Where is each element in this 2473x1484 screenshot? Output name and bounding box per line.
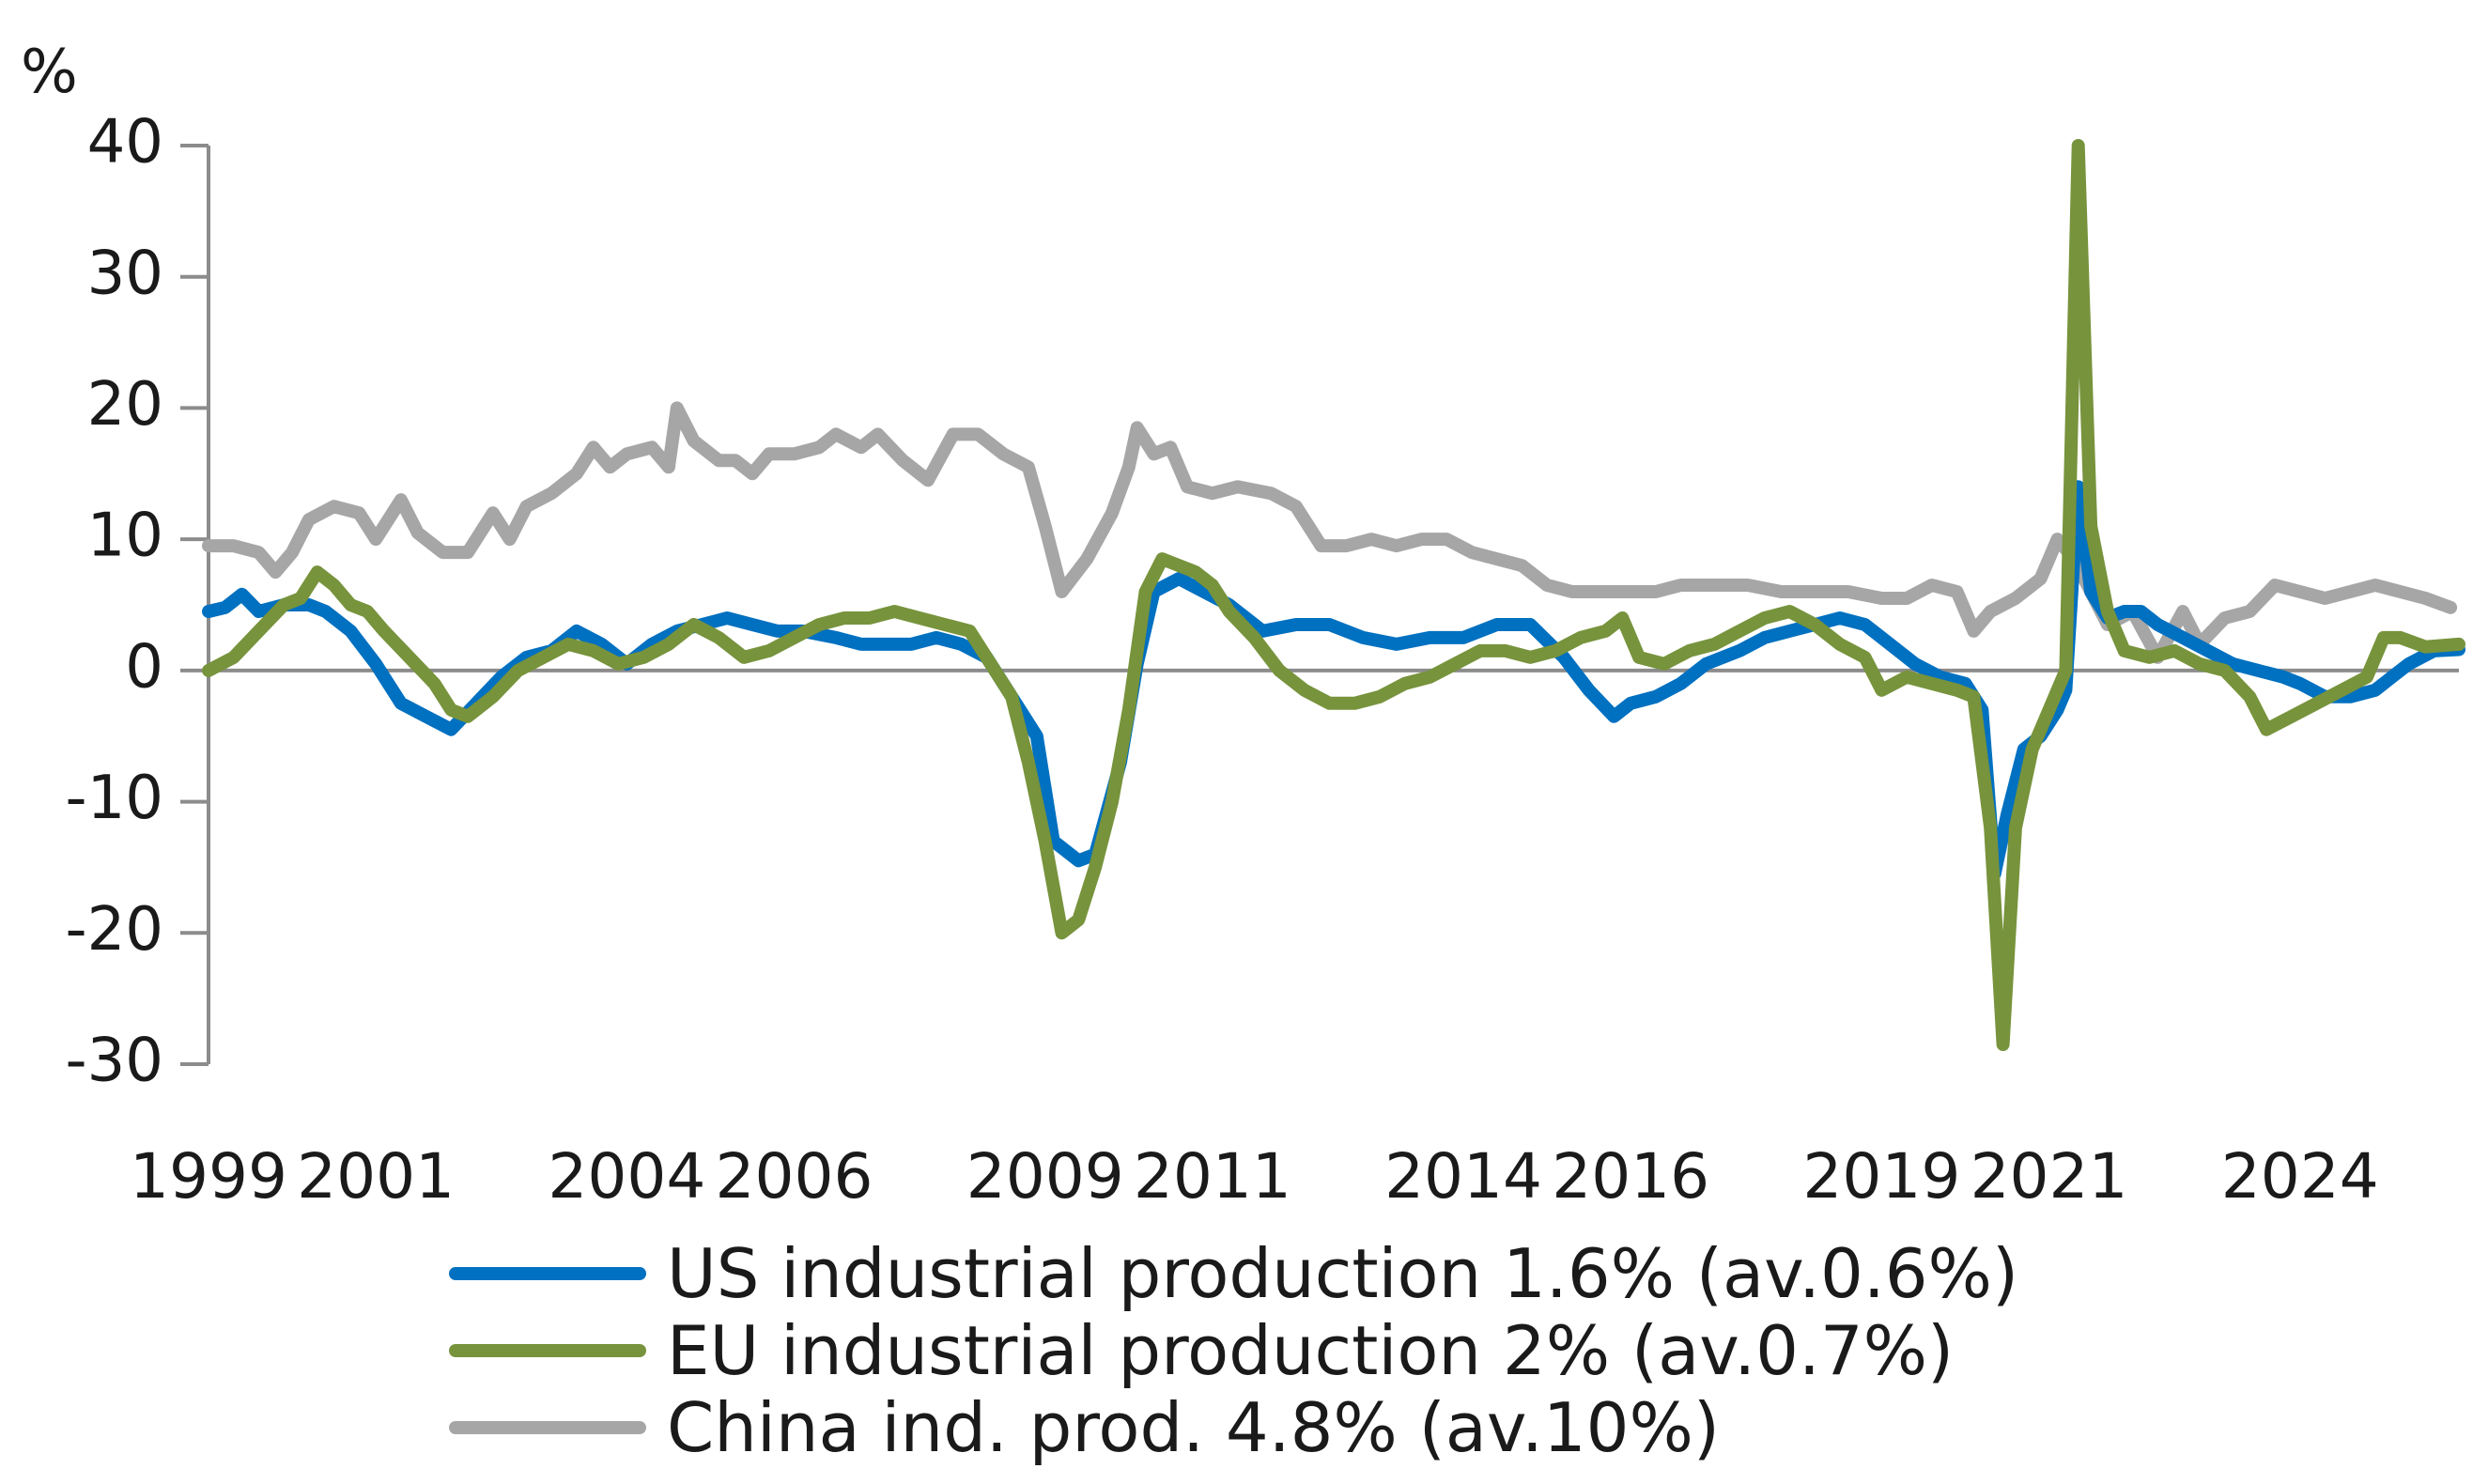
y-tick-label: 40 [87, 108, 163, 178]
x-tick-label: 2016 [1552, 1140, 1709, 1213]
x-tick-label: 2001 [297, 1140, 455, 1213]
y-tick-label: 30 [87, 239, 163, 308]
y-tick-label: 0 [125, 632, 163, 702]
y-axis-unit-label: % [21, 38, 78, 107]
x-tick-label: 2014 [1384, 1140, 1542, 1213]
legend-item-eu: EU industrial production 2% (av.0.7%) [449, 1312, 2018, 1389]
y-tick-label: 20 [87, 370, 163, 440]
x-axis: 1999 2001 2004 2006 2009 2011 2014 2016 2019 2021… [130, 668, 2459, 1213]
legend: US industrial production 1.6% (av.0.6%) … [449, 1235, 2018, 1466]
y-tick-label: -10 [65, 764, 163, 833]
legend-swatch-eu [449, 1344, 646, 1357]
legend-item-china: China ind. prod. 4.8% (av.10%) [449, 1389, 2018, 1466]
x-tick-label: 2006 [716, 1140, 873, 1213]
x-tick-label: 2009 [966, 1140, 1124, 1213]
x-tick-label: 2011 [1134, 1140, 1291, 1213]
x-tick-label: 2021 [1971, 1140, 2128, 1213]
legend-item-us: US industrial production 1.6% (av.0.6%) [449, 1235, 2018, 1312]
legend-swatch-us [449, 1267, 646, 1280]
x-tick-label: 2024 [2221, 1140, 2379, 1213]
legend-label-us: US industrial production 1.6% (av.0.6%) [667, 1234, 2019, 1313]
legend-label-eu: EU industrial production 2% (av.0.7%) [667, 1311, 1955, 1390]
y-axis: 40 30 20 10 0 -10 -20 -30 [65, 108, 210, 1096]
y-tick-label: 10 [87, 502, 163, 571]
plot-area [202, 139, 2465, 1051]
x-tick-label: 2004 [548, 1140, 705, 1213]
legend-swatch-china [449, 1421, 646, 1434]
y-tick-label: -30 [65, 1027, 163, 1096]
x-tick-label: 1999 [130, 1140, 287, 1213]
y-tick-label: -20 [65, 895, 163, 965]
x-tick-label: 2019 [1802, 1140, 1960, 1213]
series-line-eu [202, 139, 2465, 1051]
legend-label-china: China ind. prod. 4.8% (av.10%) [667, 1388, 1720, 1467]
